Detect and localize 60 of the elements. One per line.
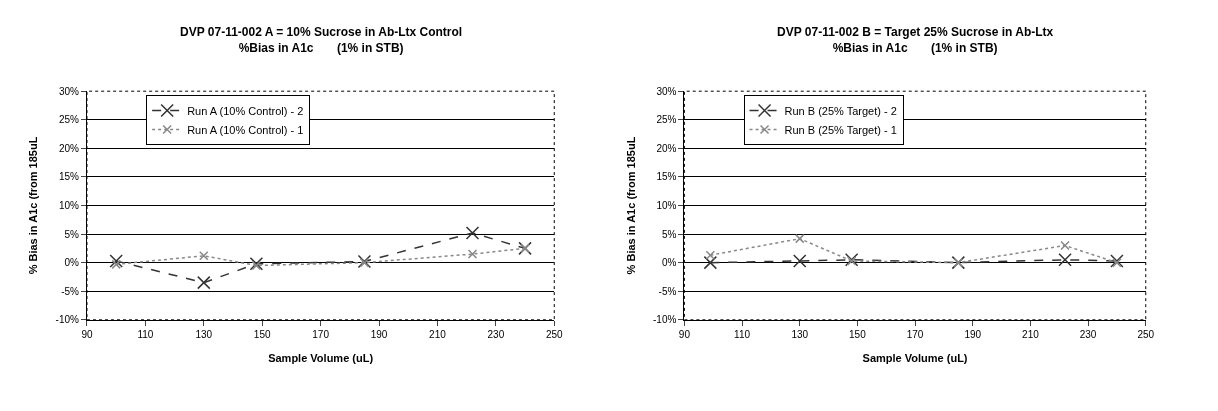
point <box>467 249 478 259</box>
x-tick-label: 190 <box>964 328 982 340</box>
x-axis-title: Sample Volume (uL) <box>862 352 968 364</box>
x-tick-label: 230 <box>487 328 505 340</box>
point <box>792 254 807 268</box>
y-tick-label: 25% <box>58 114 80 126</box>
y-tick-label: 30% <box>58 85 80 97</box>
point <box>111 259 121 270</box>
y-tick-label: 20% <box>656 142 677 154</box>
x-tick-label: 210 <box>1022 328 1040 340</box>
x-tick-label: 250 <box>1137 328 1155 340</box>
y-axis-title: % Bias in A1c (from 185uL <box>27 136 40 275</box>
point <box>1058 253 1072 267</box>
x-tick-label: 250 <box>545 328 564 340</box>
y-tick-label: 0% <box>64 257 80 269</box>
chart-subtitle: %Bias in A1c (1% in STB) <box>832 40 998 55</box>
y-tick-label: 15% <box>58 171 80 183</box>
y-tick-label: 5% <box>661 228 677 240</box>
y-tick-label: 0% <box>661 257 677 269</box>
x-tick-label: 110 <box>137 328 154 340</box>
x-tick-label: 110 <box>734 328 751 340</box>
x-tick-label: 90 <box>678 328 691 340</box>
chart-title: DVP 07-11-002 A = 10% Sucrose in Ab-Ltx Control <box>180 25 463 39</box>
y-tick-label: 10% <box>656 200 677 211</box>
x-tick-label: 130 <box>195 328 213 340</box>
point <box>1060 240 1070 251</box>
x-tick-label: 130 <box>791 328 809 340</box>
y-tick-label: 5% <box>64 228 80 240</box>
y-tick-label: 15% <box>656 171 677 183</box>
y-tick-label: 25% <box>656 114 677 126</box>
x-tick-label: 90 <box>81 328 93 340</box>
point <box>465 226 480 240</box>
chart-subtitle: %Bias in A1c (1% in STB) <box>238 40 404 55</box>
x-tick-label: 170 <box>312 328 330 340</box>
y-tick-label: 30% <box>656 85 677 97</box>
point <box>197 275 211 290</box>
x-axis-title: Sample Volume (uL) <box>268 352 374 364</box>
y-axis-title: % Bias in A1c (from 185uL <box>624 136 637 275</box>
point <box>109 254 123 268</box>
x-tick-label: 230 <box>1079 328 1097 340</box>
y-tick-label: -10% <box>55 314 80 326</box>
legend-label: Run B (25% Target) - 1 <box>784 123 897 136</box>
x-tick-label: 150 <box>849 328 867 340</box>
point <box>703 255 718 270</box>
legend-label: Run B (25% Target) - 2 <box>784 104 897 117</box>
x-tick-label: 170 <box>906 328 924 340</box>
y-tick-label: 10% <box>58 200 80 211</box>
point <box>199 251 209 261</box>
legend-label: Run A (10% Control) - 1 <box>187 123 304 136</box>
x-tick-label: 210 <box>429 328 447 340</box>
y-tick-label: -5% <box>61 285 80 297</box>
x-tick-label: 150 <box>253 328 271 340</box>
y-tick-label: 20% <box>58 142 80 154</box>
chart-title: DVP 07-11-002 B = Target 25% Sucrose in Ab-Ltx <box>777 25 1054 39</box>
legend-label: Run A (10% Control) - 2 <box>187 104 304 117</box>
x-tick-label: 190 <box>370 328 388 340</box>
point <box>705 250 716 260</box>
y-tick-label: -5% <box>658 285 677 297</box>
y-tick-label: -10% <box>653 314 677 326</box>
point <box>794 233 805 244</box>
